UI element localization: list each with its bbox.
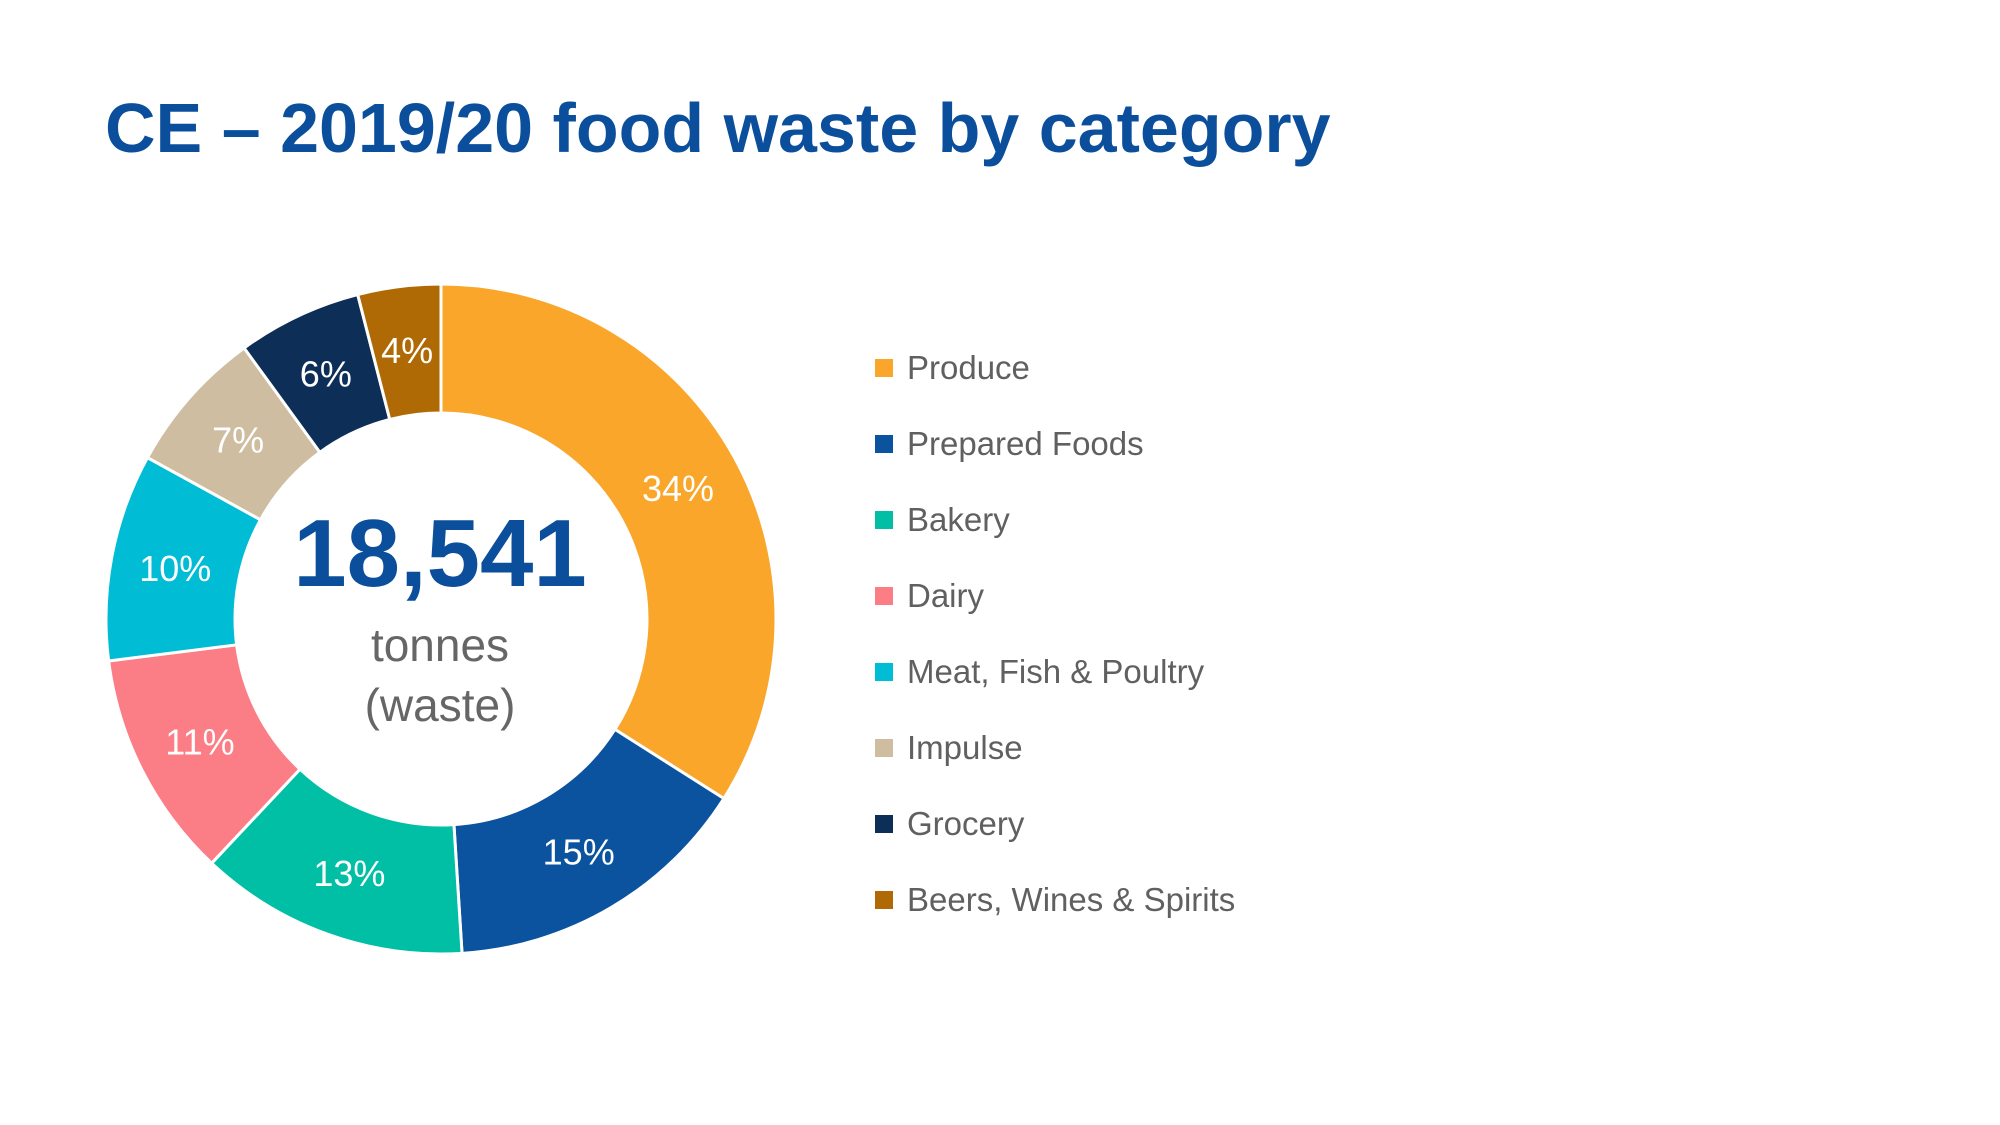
legend-item: Bakery (875, 482, 1235, 558)
legend-swatch (875, 739, 893, 757)
slice-produce (439, 282, 778, 801)
legend-item: Grocery (875, 786, 1235, 862)
legend: Produce Prepared Foods Bakery Dairy Meat, Fi… (875, 330, 1235, 938)
legend-label: Beers, Wines & Spirits (907, 881, 1236, 918)
center-unit-line2: (waste) (364, 679, 516, 731)
legend-label: Grocery (907, 805, 1025, 842)
legend-swatch (875, 587, 893, 605)
slice-label: 6% (300, 354, 352, 395)
slice-label: 34% (642, 468, 714, 509)
legend-swatch (875, 511, 893, 529)
legend-item: Beers, Wines & Spirits (875, 862, 1235, 938)
legend-swatch (875, 891, 893, 909)
chart-title: CE – 2019/20 food waste by category (105, 89, 1331, 167)
legend-label: Dairy (907, 577, 985, 614)
slice-beers-wines-spirits (355, 282, 443, 422)
slice-label: 15% (543, 831, 615, 872)
legend-label: Meat, Fish & Poultry (907, 653, 1205, 690)
legend-label: Prepared Foods (907, 425, 1144, 462)
legend-item: Meat, Fish & Poultry (875, 634, 1235, 710)
legend-item: Dairy (875, 558, 1235, 634)
center-unit: tonnes (waste) (240, 615, 640, 735)
legend-label: Impulse (907, 729, 1023, 766)
legend-swatch (875, 815, 893, 833)
slice-label: 13% (313, 853, 385, 894)
slice-label: 11% (165, 721, 234, 762)
legend-swatch (875, 663, 893, 681)
center-total: 18,541 (293, 500, 587, 607)
slice-label: 4% (381, 330, 433, 371)
legend-item: Prepared Foods (875, 406, 1235, 482)
legend-swatch (875, 435, 893, 453)
legend-item: Produce (875, 330, 1235, 406)
slice-label: 7% (212, 420, 264, 461)
slice-label: 10% (139, 548, 211, 589)
legend-item: Impulse (875, 710, 1235, 786)
legend-label: Produce (907, 349, 1030, 386)
legend-label: Bakery (907, 501, 1010, 538)
legend-swatch (875, 359, 893, 377)
center-unit-line1: tonnes (370, 619, 510, 671)
